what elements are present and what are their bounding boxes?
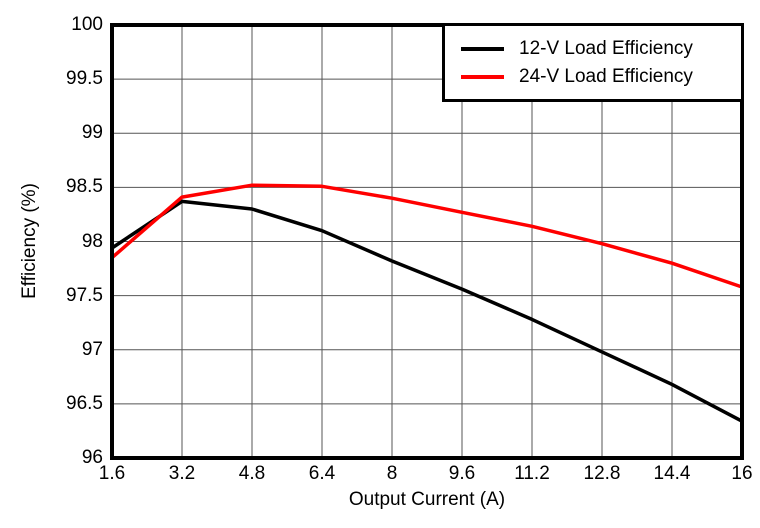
24v-line-swatch-icon: [461, 74, 504, 79]
y-tick-label: 97: [81, 338, 103, 360]
x-tick-label: 8: [386, 463, 398, 484]
x-tick-label: 1.6: [98, 463, 126, 484]
y-tick-label: 96: [81, 447, 103, 468]
y-axis-title: Efficiency (%): [19, 183, 40, 299]
legend-item-24v: 24-V Load Efficiency: [461, 65, 741, 88]
x-axis-title: Output Current (A): [348, 489, 506, 510]
legend-label-24v: 24-V Load Efficiency: [519, 66, 693, 87]
legend-label-12v: 12-V Load Efficiency: [519, 38, 693, 59]
x-tick-label: 4.8: [238, 463, 266, 484]
y-tick-label: 97.5: [66, 284, 103, 306]
x-tick-label: 11.2: [514, 463, 550, 484]
legend: 12-V Load Efficiency 24-V Load Efficienc…: [442, 23, 744, 102]
x-tick-label: 9.6: [448, 463, 476, 484]
legend-item-12v: 12-V Load Efficiency: [461, 37, 741, 60]
x-tick-label: 3.2: [168, 463, 196, 484]
y-tick-label: 99: [81, 122, 103, 144]
x-tick-label: 14.4: [653, 463, 691, 484]
x-tick-label: 12.8: [583, 463, 621, 484]
y-tick-label: 98.5: [66, 176, 103, 198]
x-tick-label: 16: [731, 463, 753, 484]
12v-line-swatch-icon: [461, 46, 504, 51]
y-tick-label: 98: [81, 230, 103, 252]
y-tick-label: 96.5: [66, 392, 103, 414]
y-tick-label: 99.5: [66, 68, 103, 90]
x-tick-label: 6.4: [308, 463, 336, 484]
y-tick-label: 100: [71, 14, 103, 35]
